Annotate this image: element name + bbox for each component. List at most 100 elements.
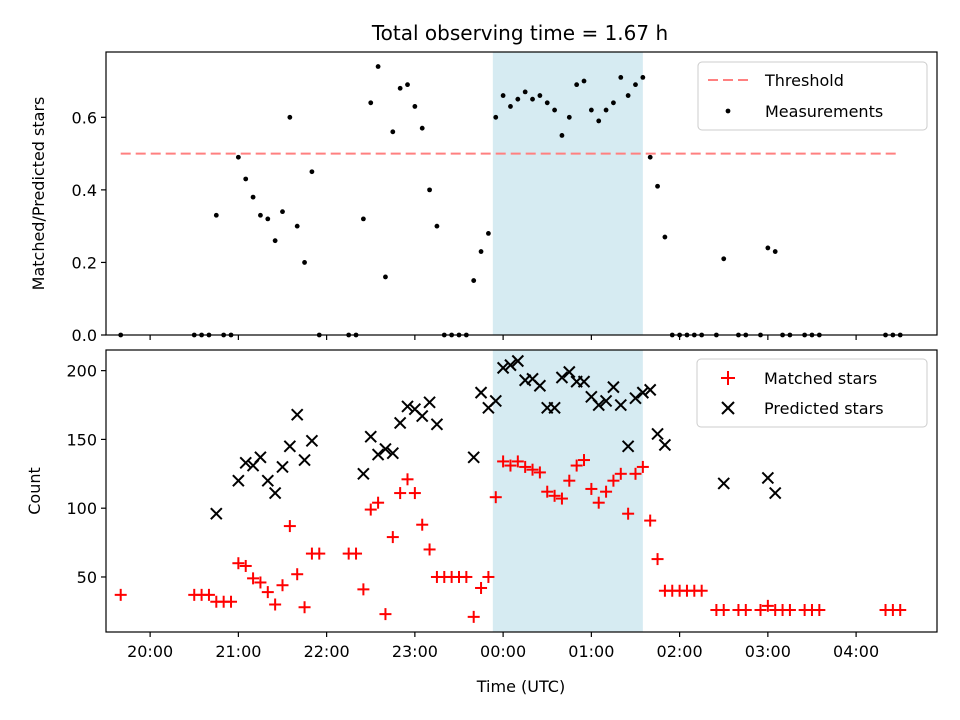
x-tick-label: 04:00 — [833, 642, 879, 661]
predicted-star-point — [371, 448, 385, 461]
bottom-panel: 20:00 21:00 22:00 23:00 00:00 01:00 02:00 03:00… — [25, 349, 938, 696]
matched-star-point — [717, 603, 730, 616]
predicted-star-point — [504, 358, 517, 372]
legend-matched-label: Matched stars — [764, 369, 877, 388]
measurement-point — [566, 114, 572, 120]
matched-star-point — [386, 531, 399, 544]
matched-star-point — [283, 520, 296, 533]
measurement-point — [522, 89, 528, 95]
measurement-point — [471, 278, 477, 283]
matched-star-point — [541, 485, 554, 498]
measurement-point — [265, 216, 271, 222]
predicted-star-point — [379, 442, 392, 456]
measurement-point — [581, 78, 587, 84]
matched-star-point — [533, 466, 546, 479]
measurement-point — [655, 183, 660, 189]
bottom-legend: Matched stars Predicted stars — [696, 358, 928, 428]
matched-star-point — [761, 599, 774, 612]
matched-star-point — [497, 455, 510, 468]
matched-star-point — [423, 543, 436, 556]
predicted-star-point — [658, 438, 672, 452]
measurement-point — [515, 96, 521, 102]
matched-star-point — [519, 460, 532, 473]
measurement-point — [383, 274, 388, 280]
predicted-star-point — [239, 456, 252, 470]
top-y-ticks: 0.0 0.2 0.4 0.6 — [72, 108, 106, 345]
x-tick-label: 02:00 — [657, 642, 703, 661]
measurement-point — [405, 82, 410, 88]
bottom-y-tick-label: 100 — [66, 499, 97, 518]
predicted-star-point — [290, 408, 304, 421]
measurement-point — [544, 100, 550, 106]
matched-star-point — [408, 487, 421, 500]
predicted-star-point — [416, 409, 429, 423]
matched-star-point — [754, 603, 767, 616]
bottom-y-tick-label: 50 — [77, 568, 97, 587]
matched-star-point — [364, 503, 377, 516]
measurement-point — [596, 118, 602, 124]
matched-star-point — [261, 586, 274, 599]
top-legend-box — [697, 61, 928, 131]
x-tick-label: 23:00 — [392, 642, 438, 661]
x-tick-label: 21:00 — [215, 642, 261, 661]
predicted-star-point — [210, 507, 223, 520]
legend-measurements-swatch — [725, 108, 731, 114]
measurement-point — [294, 223, 300, 229]
matched-star-point — [555, 492, 568, 505]
x-tick-label: 03:00 — [745, 642, 791, 661]
x-tick-label: 00:00 — [480, 642, 526, 661]
predicted-star-point — [393, 416, 407, 430]
measurement-point — [478, 249, 484, 254]
matched-star-point — [460, 570, 473, 583]
matched-star-point — [592, 496, 605, 509]
matched-star-point — [548, 489, 561, 502]
predicted-star-point — [533, 379, 547, 392]
x-axis-label: Time (UTC) — [476, 677, 565, 696]
predicted-star-point — [401, 400, 414, 413]
measurement-point — [500, 93, 506, 98]
bottom-axes-frame — [105, 349, 938, 633]
predicted-star-point — [607, 380, 620, 394]
measurement-point — [633, 82, 638, 88]
predicted-star-point — [577, 375, 591, 388]
bottom-y-tick-label: 150 — [66, 430, 97, 449]
matched-stars-series — [114, 454, 907, 623]
matched-star-point — [269, 598, 282, 611]
measurement-point — [280, 209, 285, 215]
legend-threshold-label: Threshold — [764, 71, 844, 90]
matched-star-point — [563, 474, 576, 487]
predicted-star-point — [614, 398, 627, 412]
legend-predicted-label: Predicted stars — [764, 399, 884, 418]
matched-star-point — [379, 608, 392, 621]
measurement-point — [625, 93, 631, 98]
matched-star-point — [254, 576, 267, 589]
measurement-point — [721, 256, 727, 262]
matched-star-point — [482, 570, 495, 583]
predicted-star-point — [511, 354, 525, 368]
measurement-point — [368, 100, 374, 106]
predicted-star-point — [467, 451, 480, 464]
top-y-axis-label: Matched/Predicted stars — [29, 97, 48, 291]
measurement-point — [508, 104, 513, 109]
predicted-star-point — [599, 394, 613, 408]
matched-star-point — [651, 553, 664, 566]
measurement-point — [309, 169, 315, 175]
measurement-point — [272, 238, 278, 244]
measurement-point — [765, 245, 771, 251]
top-y-tick-label: 0.6 — [72, 108, 97, 127]
measurement-point — [258, 212, 263, 218]
measurement-point — [662, 234, 668, 240]
legend-predicted-swatch — [721, 401, 735, 415]
matched-star-point — [357, 583, 370, 596]
top-axes-frame — [105, 51, 938, 336]
predicted-star-point — [643, 383, 657, 397]
matched-star-point — [276, 579, 289, 592]
predicted-star-point — [629, 391, 642, 405]
x-tick-label: 20:00 — [127, 642, 173, 661]
measurement-point — [213, 212, 219, 218]
matched-star-point — [475, 581, 488, 594]
predicted-star-point — [761, 471, 775, 485]
measurement-point — [537, 93, 543, 98]
bottom-y-axis-label: Count — [25, 467, 44, 515]
predicted-star-point — [621, 440, 635, 453]
